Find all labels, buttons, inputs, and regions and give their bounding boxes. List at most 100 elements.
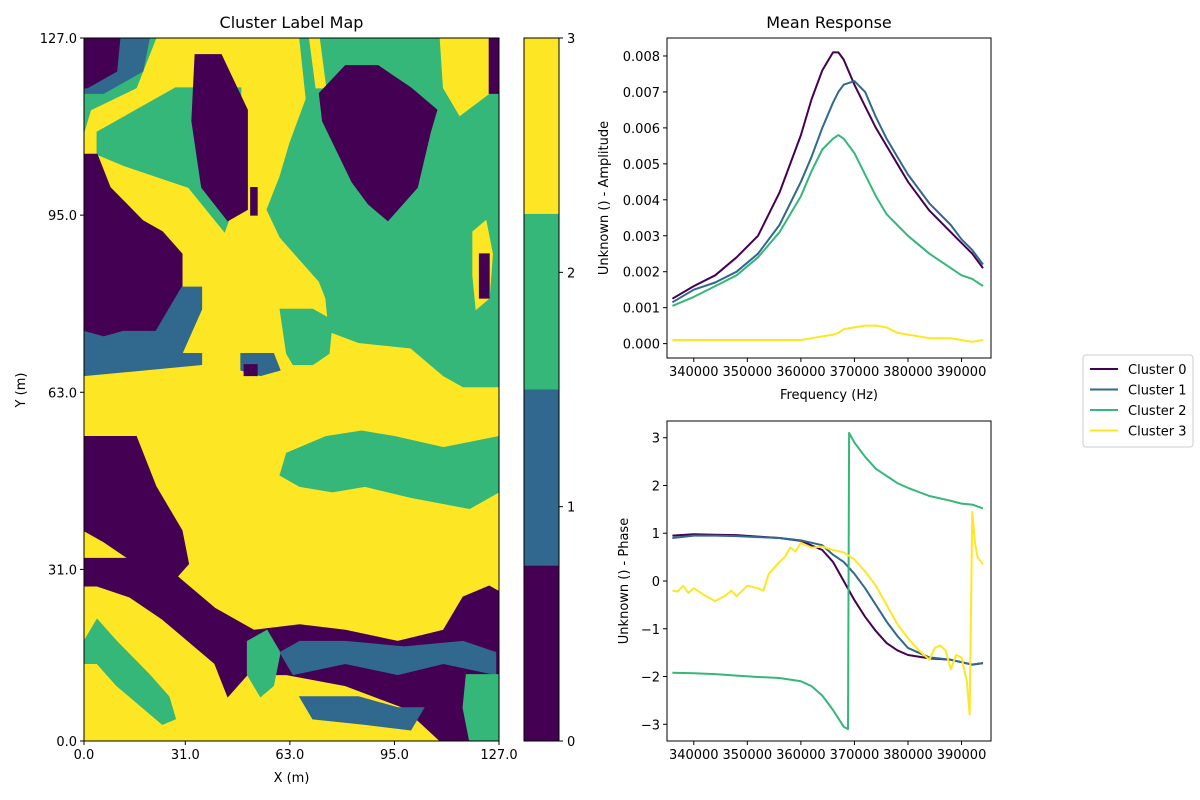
phase-series-group (672, 431, 984, 731)
legend-label-2: Cluster 2 (1128, 404, 1187, 419)
colorbar-tick-label: 2 (567, 266, 575, 281)
amplitude-x-tick-label: 380000 (883, 365, 933, 380)
amplitude-x-tick-label: 340000 (669, 365, 719, 380)
amplitude-y-axis-label: Unknown () - Amplitude (597, 121, 612, 275)
amplitude-title: Mean Response (766, 13, 892, 32)
cluster-label-map: Cluster Label Map 0.0 31.0 63.0 95.0 127.00.… (14, 13, 518, 786)
cluster-region-1 (84, 353, 203, 377)
heatmap-x-axis-label: X (m) (274, 771, 310, 786)
heatmap-y-tick-label: 63.0 (48, 386, 77, 401)
heatmap-title: Cluster Label Map (220, 13, 364, 32)
amplitude-line-cluster-3 (672, 324, 984, 343)
legend-box (1082, 354, 1194, 448)
cluster-region-3 (240, 696, 281, 741)
phase-y-tick-label: 1 (652, 527, 660, 542)
heatmap-x-tick-label: 127.0 (480, 748, 517, 763)
colorbar-segment-3 (524, 38, 559, 214)
phase-y-tick-label: 3 (652, 432, 660, 447)
legend-label-3: Cluster 3 (1128, 425, 1187, 440)
cluster-region-2 (279, 308, 333, 366)
cluster-region-1 (279, 640, 497, 676)
legend-label-1: Cluster 1 (1128, 384, 1187, 399)
phase-line-cluster-3 (672, 510, 984, 716)
colorbar-segment-1 (524, 389, 559, 566)
heatmap-y-tick-label: 95.0 (48, 209, 77, 224)
cluster-region-1 (298, 696, 425, 731)
amplitude-y-tick-label: 0.007 (623, 86, 660, 101)
cluster-region-0 (191, 54, 248, 222)
phase-panel: 340000 350000 360000 370000 380000 390000 −3 −2… (617, 420, 992, 763)
amplitude-x-tick-label: 350000 (723, 365, 773, 380)
amplitude-y-tick-label: 0.004 (623, 194, 660, 209)
amplitude-line-cluster-1 (671, 80, 984, 304)
amplitude-y-tick-label: 0.006 (623, 122, 660, 137)
amplitude-y-tick-label: 0.001 (623, 302, 660, 317)
phase-y-tick-label: −3 (641, 718, 660, 733)
phase-y-axis-label: Unknown () - Phase (617, 518, 632, 644)
amplitude-plot: 340000 350000 360000 370000 380000 390000 0.00… (623, 37, 992, 380)
cluster-region-2 (244, 38, 499, 388)
amplitude-y-tick-label: 0.008 (623, 50, 660, 65)
phase-x-tick-label: 340000 (669, 748, 719, 763)
phase-plot: 340000 350000 360000 370000 380000 390000 −3 −2… (641, 420, 992, 763)
cluster-region-0 (478, 253, 490, 299)
colorbar-tick-label: 0 (567, 735, 575, 750)
phase-line-cluster-2 (672, 431, 984, 731)
cluster-region-0 (250, 186, 258, 216)
heatmap-x-tick-label: 63.0 (275, 748, 304, 763)
amplitude-y-tick-label: 0.000 (623, 338, 660, 353)
amplitude-y-tick-label: 0.002 (623, 266, 660, 281)
heatmap-y-axis-label: Y (m) (14, 373, 29, 409)
phase-y-tick-label: 2 (652, 479, 660, 494)
heatmap-x-tick-label: 31.0 (171, 748, 200, 763)
heatmap-y-tick-label: 31.0 (48, 563, 77, 578)
cluster-region-2 (246, 629, 281, 698)
cluster-region-3 (439, 38, 490, 117)
amplitude-y-tick-label: 0.005 (623, 158, 660, 173)
heatmap-x-tick-label: 95.0 (380, 748, 409, 763)
legend: Cluster 0 Cluster 1 Cluster 2 Cluster 3 (1082, 354, 1194, 448)
colorbar-segment-0 (524, 565, 559, 741)
cluster-region-0 (488, 38, 499, 94)
amplitude-line-cluster-0 (671, 51, 984, 300)
phase-x-tick-label: 350000 (723, 748, 773, 763)
phase-x-tick-label: 360000 (776, 748, 826, 763)
amplitude-x-tick-label: 360000 (776, 365, 826, 380)
cluster-region-2 (84, 618, 177, 725)
amplitude-series-group (671, 51, 984, 343)
heatmap-regions (84, 38, 499, 741)
cluster-region-0 (84, 38, 121, 89)
amplitude-line-cluster-2 (672, 134, 984, 307)
phase-line-cluster-1 (672, 534, 984, 666)
cluster-region-1 (84, 286, 203, 355)
legend-label-0: Cluster 0 (1128, 363, 1187, 378)
cluster-region-2 (279, 430, 499, 510)
amplitude-y-tick-label: 0.003 (623, 230, 660, 245)
phase-y-tick-label: −1 (641, 623, 660, 638)
phase-frame (666, 420, 992, 742)
heatmap-frame (83, 37, 500, 742)
phase-x-tick-label: 390000 (937, 748, 987, 763)
amplitude-x-axis-label: Frequency (Hz) (780, 388, 878, 403)
cluster-region-0 (84, 436, 190, 587)
amplitude-x-tick-label: 370000 (830, 365, 880, 380)
colorbar-frame (523, 37, 560, 742)
cluster-region-0 (318, 65, 438, 222)
cluster-region-0 (243, 364, 258, 377)
colorbar: 0 1 2 3 (523, 32, 575, 750)
amplitude-panel: Mean Response 340000 350000 360000 370000 38… (597, 13, 992, 403)
cluster-region-3 (272, 397, 288, 427)
colorbar-tick-label: 1 (567, 501, 575, 516)
phase-y-tick-label: −2 (641, 671, 660, 686)
heatmap-y-tick-label: 127.0 (40, 32, 77, 47)
phase-x-tick-label: 370000 (830, 748, 880, 763)
heatmap-axes: 0.0 31.0 63.0 95.0 127.0 0.0 31.0 63.0 95.0 127.0 (40, 32, 518, 763)
colorbar-tick-label: 3 (567, 32, 575, 47)
phase-y-tick-label: 0 (652, 575, 660, 590)
amplitude-frame (666, 37, 992, 359)
phase-x-tick-label: 380000 (883, 748, 933, 763)
heatmap-y-tick-label: 0.0 (56, 735, 77, 750)
colorbar-segment-2 (524, 213, 559, 390)
amplitude-x-tick-label: 390000 (937, 365, 987, 380)
